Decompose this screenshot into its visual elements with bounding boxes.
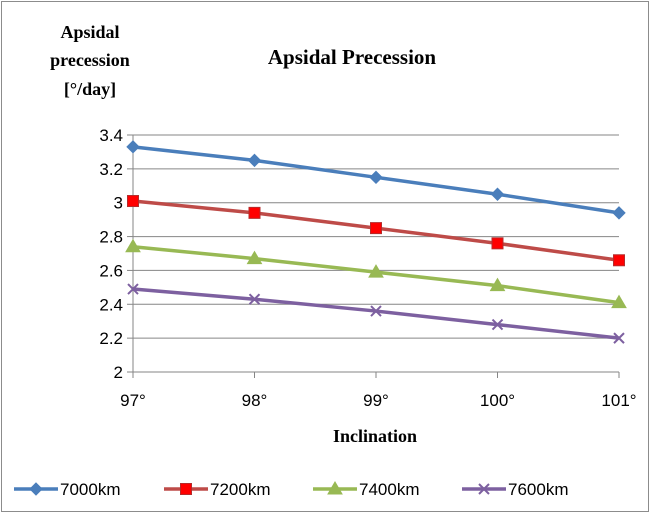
data-point-7600km <box>127 283 139 295</box>
legend-label-7000km: 7000km <box>60 480 120 499</box>
y-tick-label: 2.4 <box>99 295 123 314</box>
legend-marker-7600km <box>478 483 490 495</box>
x-tick-label: 99° <box>363 391 389 410</box>
y-tick-label: 2 <box>114 363 123 382</box>
y-tick-label: 2.2 <box>99 329 123 348</box>
y-axis-label-line1: Apsidal <box>60 22 119 42</box>
data-point-7600km <box>613 332 625 344</box>
legend-label-7600km: 7600km <box>508 480 568 499</box>
data-point-7600km <box>248 293 261 305</box>
legend-marker-7200km <box>180 483 192 495</box>
x-tick-label: 97° <box>120 391 146 410</box>
data-point-7200km <box>491 237 504 250</box>
data-point-7400km <box>489 277 506 292</box>
data-point-7200km <box>127 195 139 208</box>
y-tick-label: 2.6 <box>99 261 123 280</box>
x-tick-label: 98° <box>242 391 268 410</box>
data-point-7400km <box>611 294 627 309</box>
data-point-7000km <box>369 170 383 185</box>
data-point-7200km <box>613 254 625 267</box>
grid-lines <box>133 134 619 339</box>
data-point-7400km <box>246 250 263 265</box>
data-point-7600km <box>370 305 382 317</box>
axes <box>127 134 620 378</box>
data-point-7000km <box>612 206 626 220</box>
y-tick-label: 3 <box>114 194 123 213</box>
legend: 7000km 7200km 7400km 7600km <box>14 480 568 499</box>
y-tick-label: 2.8 <box>99 228 123 247</box>
data-point-7200km <box>370 222 382 235</box>
legend-label-7400km: 7400km <box>359 480 419 499</box>
data-point-7400km <box>125 238 141 253</box>
y-axis-label-line2: precession <box>50 50 130 70</box>
data-point-7400km <box>368 264 384 278</box>
data-point-7000km <box>490 187 505 201</box>
x-tick-label: 100° <box>480 391 515 410</box>
legend-label-7200km: 7200km <box>210 480 270 499</box>
series-line-7600km <box>132 287 620 340</box>
x-tick-label: 101° <box>601 391 636 410</box>
x-tick-labels: 97° 98° 99° 100° 101° <box>120 391 636 410</box>
data-point-7200km <box>248 206 261 219</box>
x-axis-label: Inclination <box>333 426 417 446</box>
y-tick-label: 3.2 <box>99 160 123 179</box>
data-point-7600km <box>491 318 504 331</box>
legend-marker-7400km <box>327 481 343 495</box>
data-point-7000km <box>126 140 140 154</box>
y-tick-label: 3.4 <box>99 126 123 145</box>
legend-marker-7000km <box>29 482 43 496</box>
chart-title: Apsidal Precession <box>268 45 437 69</box>
y-tick-labels: 2 2.2 2.4 2.6 2.8 3 3.2 3.4 <box>99 126 123 382</box>
y-axis-label-line3: [°/day] <box>64 79 116 99</box>
series-markers <box>125 140 627 344</box>
data-point-7000km <box>247 153 262 168</box>
